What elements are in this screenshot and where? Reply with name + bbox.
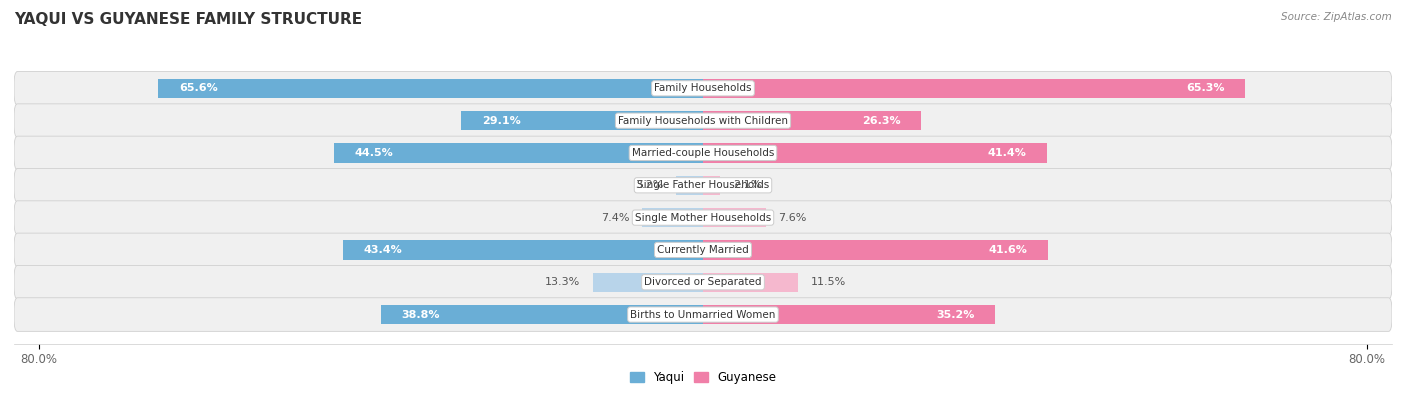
- Text: 41.4%: 41.4%: [987, 148, 1026, 158]
- Text: Married-couple Households: Married-couple Households: [631, 148, 775, 158]
- Text: Family Households with Children: Family Households with Children: [619, 116, 787, 126]
- Text: Single Father Households: Single Father Households: [637, 180, 769, 190]
- Bar: [703, 143, 1046, 163]
- Legend: Yaqui, Guyanese: Yaqui, Guyanese: [624, 367, 782, 389]
- Bar: [343, 240, 703, 260]
- FancyBboxPatch shape: [14, 298, 1392, 331]
- Text: 3.2%: 3.2%: [636, 180, 664, 190]
- Text: YAQUI VS GUYANESE FAMILY STRUCTURE: YAQUI VS GUYANESE FAMILY STRUCTURE: [14, 12, 363, 27]
- Bar: [381, 305, 703, 324]
- Text: 44.5%: 44.5%: [354, 148, 394, 158]
- Text: Divorced or Separated: Divorced or Separated: [644, 277, 762, 287]
- Text: 7.6%: 7.6%: [779, 213, 807, 223]
- Text: Single Mother Households: Single Mother Households: [636, 213, 770, 223]
- FancyBboxPatch shape: [14, 71, 1392, 105]
- FancyBboxPatch shape: [14, 104, 1392, 137]
- Text: 38.8%: 38.8%: [402, 310, 440, 320]
- Text: 29.1%: 29.1%: [482, 116, 522, 126]
- Text: Source: ZipAtlas.com: Source: ZipAtlas.com: [1281, 12, 1392, 22]
- Text: Family Households: Family Households: [654, 83, 752, 93]
- Text: 65.3%: 65.3%: [1185, 83, 1225, 93]
- FancyBboxPatch shape: [14, 265, 1392, 299]
- Text: 7.4%: 7.4%: [600, 213, 628, 223]
- Text: Births to Unmarried Women: Births to Unmarried Women: [630, 310, 776, 320]
- FancyBboxPatch shape: [14, 201, 1392, 234]
- Bar: [703, 79, 1246, 98]
- FancyBboxPatch shape: [14, 169, 1392, 202]
- Bar: [703, 176, 720, 195]
- Text: 26.3%: 26.3%: [862, 116, 901, 126]
- Bar: [703, 208, 766, 227]
- FancyBboxPatch shape: [14, 136, 1392, 170]
- Text: Currently Married: Currently Married: [657, 245, 749, 255]
- Bar: [703, 273, 799, 292]
- Text: 2.1%: 2.1%: [733, 180, 761, 190]
- Bar: [641, 208, 703, 227]
- Bar: [333, 143, 703, 163]
- Text: 13.3%: 13.3%: [546, 277, 581, 287]
- Text: 43.4%: 43.4%: [364, 245, 402, 255]
- Text: 35.2%: 35.2%: [936, 310, 974, 320]
- Bar: [159, 79, 703, 98]
- Bar: [592, 273, 703, 292]
- Bar: [676, 176, 703, 195]
- Bar: [461, 111, 703, 130]
- Bar: [703, 111, 921, 130]
- Text: 11.5%: 11.5%: [811, 277, 846, 287]
- FancyBboxPatch shape: [14, 233, 1392, 267]
- Bar: [703, 305, 995, 324]
- Bar: [703, 240, 1049, 260]
- Text: 41.6%: 41.6%: [988, 245, 1028, 255]
- Text: 65.6%: 65.6%: [179, 83, 218, 93]
